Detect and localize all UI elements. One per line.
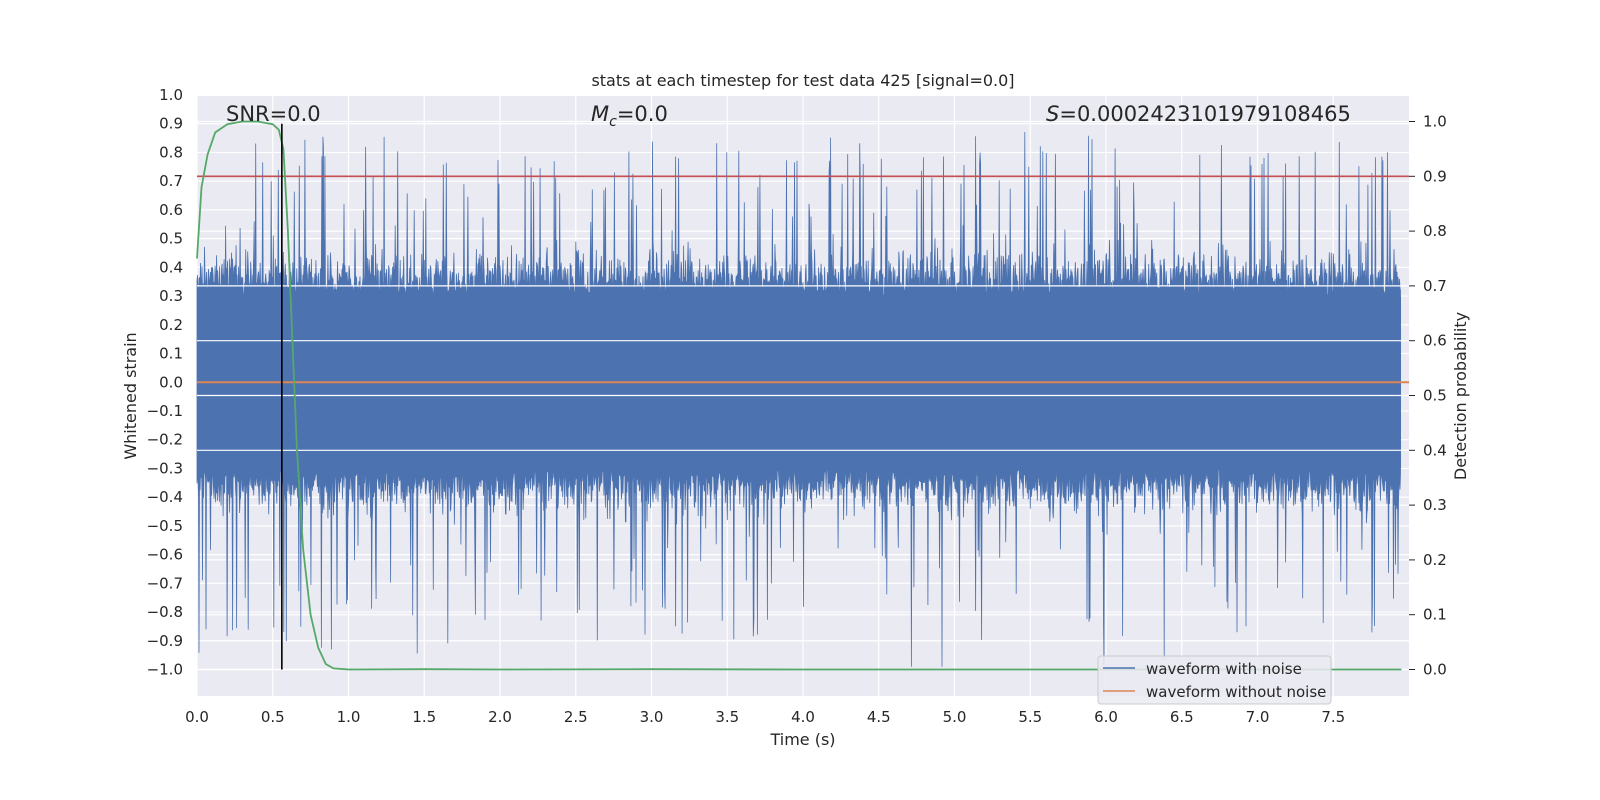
y-axis-label-right: Detection probability (1451, 312, 1470, 480)
y-left-tick-label: 0.6 (159, 201, 183, 219)
y-left-tick-label: −0.1 (147, 402, 183, 420)
y-left-tick-label: −0.9 (147, 632, 183, 650)
chart-overlay (196, 120, 1409, 671)
y-right-tick-label: 0.2 (1423, 551, 1447, 569)
y-right-tick-label: 0.6 (1423, 332, 1447, 350)
x-tick-label: 4.0 (791, 708, 815, 726)
y-left-tick-label: −0.3 (147, 459, 183, 477)
x-tick-label: 0.5 (261, 708, 285, 726)
y-right-tick-label: 0.3 (1423, 496, 1447, 514)
y-left-tick-label: −0.2 (147, 431, 183, 449)
axis-ticks: 1.0 0.9 0.8 0.7 0.6 0.5 0.4 0.3 0.2 0.1 0.0 −0.1 −0.… (147, 86, 1447, 726)
y-left-tick-label: 0.0 (159, 373, 183, 391)
y-left-tick-label: 0.3 (159, 287, 183, 305)
chirp-mass-symbol: M (591, 102, 609, 126)
legend-box (1097, 655, 1332, 705)
x-tick-label: 5.0 (943, 708, 967, 726)
y-right-tick-label: 0.0 (1423, 661, 1447, 679)
snr-annotation: SNR=0.0 (226, 102, 321, 126)
y-right-tick-label: 0.4 (1423, 441, 1447, 459)
x-tick-label: 6.5 (1170, 708, 1194, 726)
y-left-tick-label: −0.5 (147, 517, 183, 535)
y-left-tick-label: −0.6 (147, 546, 183, 564)
y-left-tick-label: 0.1 (159, 345, 183, 363)
legend: waveform with noise waveform without noi… (1097, 655, 1332, 705)
chirp-mass-subscript: c (609, 114, 617, 130)
chirp-mass-annotation: Mc=0.0 (591, 102, 668, 130)
y-axis-label-left: Whitened strain (121, 332, 140, 459)
statistic-annotation: S=0.0002423101979108465 (1046, 102, 1351, 126)
x-tick-label: 5.5 (1018, 708, 1042, 726)
y-left-tick-label: 0.5 (159, 230, 183, 248)
legend-label-clean: waveform without noise (1146, 683, 1326, 701)
y-left-tick-label: 1.0 (159, 86, 183, 104)
y-left-tick-label: −0.7 (147, 574, 183, 592)
y-left-tick-label: 0.8 (159, 143, 183, 161)
series-detection-probability (196, 120, 1402, 671)
y-left-tick-label: 0.2 (159, 316, 183, 334)
y-right-tick-label: 0.8 (1423, 222, 1447, 240)
x-tick-label: 0.0 (185, 708, 209, 726)
y-right-tick-label: 0.9 (1423, 167, 1447, 185)
statistic-value: =0.0002423101979108465 (1059, 102, 1351, 126)
x-tick-label: 3.5 (715, 708, 739, 726)
x-tick-label: 1.5 (412, 708, 436, 726)
x-tick-label: 6.0 (1094, 708, 1118, 726)
statistic-symbol: S (1046, 102, 1059, 126)
x-tick-label: 2.0 (488, 708, 512, 726)
y-left-tick-label: 0.7 (159, 172, 183, 190)
x-tick-label: 7.0 (1246, 708, 1270, 726)
x-tick-label: 7.5 (1321, 708, 1345, 726)
x-tick-label: 4.5 (867, 708, 891, 726)
x-tick-label: 3.0 (640, 708, 664, 726)
y-left-tick-label: 0.4 (159, 258, 183, 276)
y-right-tick-label: 0.7 (1423, 277, 1447, 295)
legend-label-noise: waveform with noise (1146, 660, 1302, 678)
y-left-tick-label: −1.0 (147, 661, 183, 679)
y-right-tick-label: 1.0 (1423, 113, 1447, 131)
y-left-tick-label: −0.8 (147, 603, 183, 621)
y-left-tick-label: −0.4 (147, 488, 183, 506)
x-tick-label: 2.5 (564, 708, 588, 726)
chart-title: stats at each timestep for test data 425… (591, 71, 1014, 90)
y-right-tick-label: 0.1 (1423, 606, 1447, 624)
y-left-tick-label: 0.9 (159, 115, 183, 133)
chirp-mass-value: =0.0 (617, 102, 668, 126)
y-right-tick-label: 0.5 (1423, 387, 1447, 405)
x-axis-label: Time (s) (769, 730, 835, 749)
x-tick-label: 1.0 (337, 708, 361, 726)
